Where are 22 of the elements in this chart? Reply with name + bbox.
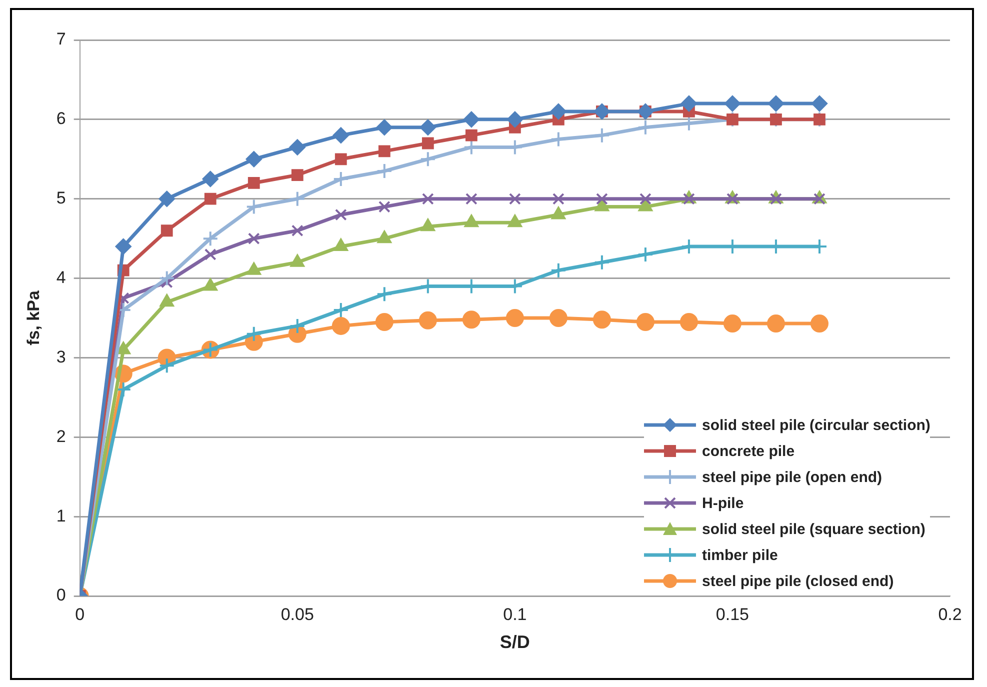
y-tick-label: 4 bbox=[56, 268, 66, 287]
legend-label: concrete pile bbox=[702, 442, 795, 460]
x-tick-label: 0.1 bbox=[503, 604, 527, 624]
legend-label: steel pipe pile (closed end) bbox=[702, 572, 894, 590]
x-tick-label: 0.15 bbox=[716, 604, 750, 624]
y-tick-label: 1 bbox=[56, 506, 66, 526]
x-tick-label: 0 bbox=[75, 604, 85, 624]
x-tick-label: 0.05 bbox=[280, 604, 314, 624]
y-tick-label: 5 bbox=[56, 188, 66, 208]
y-tick-label: 3 bbox=[56, 347, 66, 366]
y-axis-title: fs, kPa bbox=[24, 290, 43, 346]
legend-label: timber pile bbox=[702, 546, 778, 564]
y-tick-label: 6 bbox=[56, 109, 66, 128]
x-tick-label: 0.2 bbox=[938, 604, 962, 624]
x-axis-title: S/D bbox=[500, 632, 530, 652]
y-tick-label: 7 bbox=[56, 30, 66, 49]
legend-label: solid steel pile (circular section) bbox=[702, 416, 930, 434]
legend-label: steel pipe pile (open end) bbox=[702, 468, 882, 486]
legend-label: H-pile bbox=[702, 494, 744, 512]
legend-label: solid steel pile (square section) bbox=[702, 520, 926, 538]
y-tick-label: 2 bbox=[56, 426, 66, 446]
y-tick-label: 0 bbox=[56, 586, 66, 605]
